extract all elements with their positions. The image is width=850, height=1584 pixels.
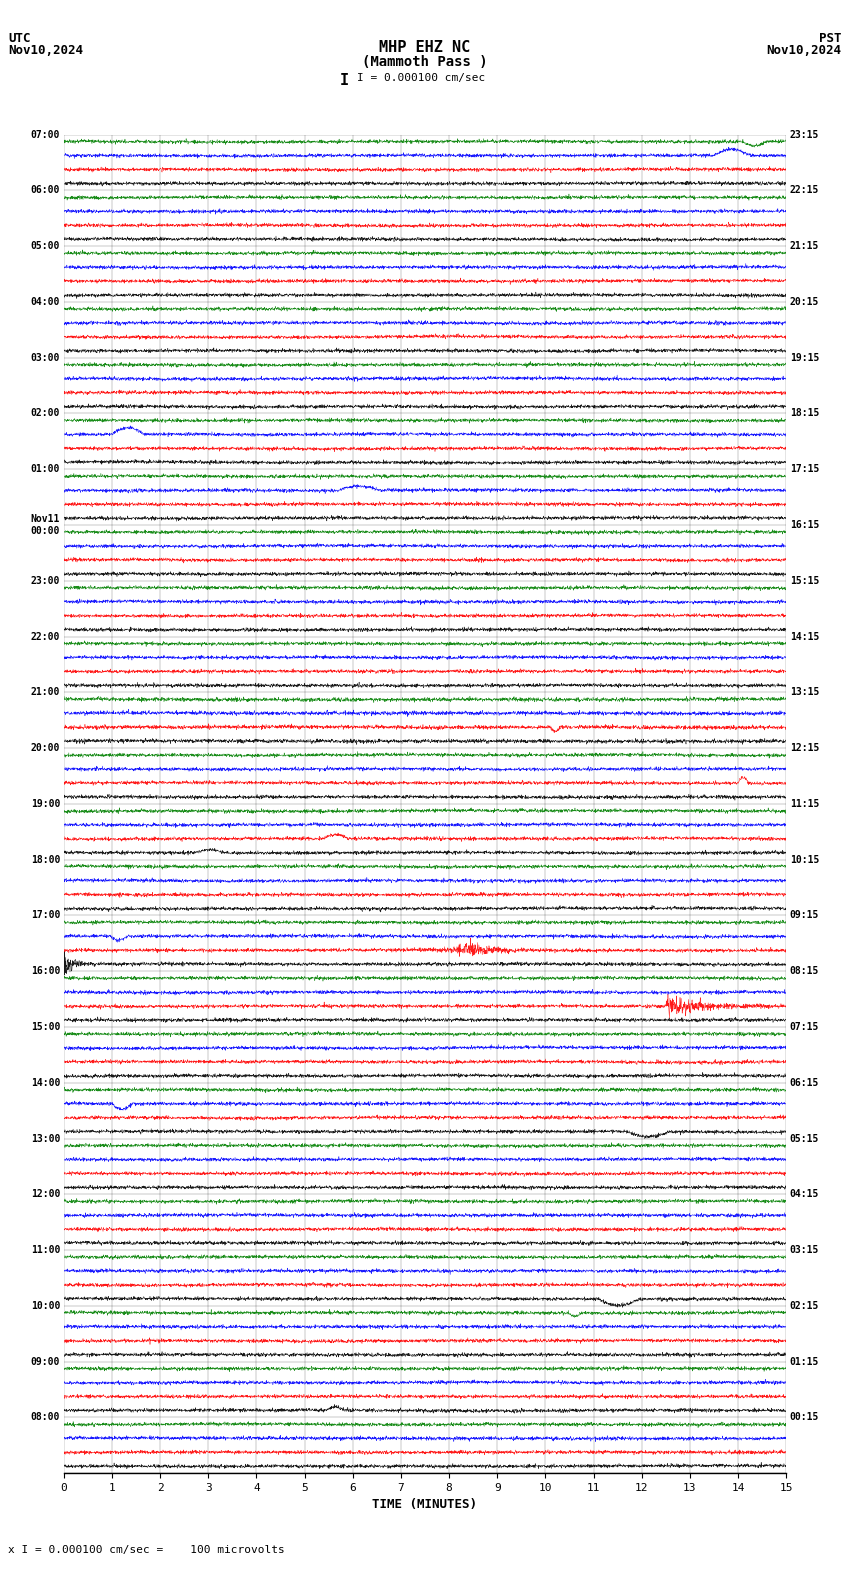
- Text: I: I: [340, 73, 348, 87]
- Text: UTC: UTC: [8, 32, 31, 44]
- Text: 23:00: 23:00: [31, 577, 60, 586]
- Text: 10:00: 10:00: [31, 1300, 60, 1312]
- Text: 21:15: 21:15: [790, 241, 819, 252]
- X-axis label: TIME (MINUTES): TIME (MINUTES): [372, 1498, 478, 1511]
- Text: 05:00: 05:00: [31, 241, 60, 252]
- Text: 07:15: 07:15: [790, 1022, 819, 1031]
- Text: 05:15: 05:15: [790, 1134, 819, 1144]
- Text: 17:00: 17:00: [31, 911, 60, 920]
- Text: 12:15: 12:15: [790, 743, 819, 752]
- Text: 15:15: 15:15: [790, 577, 819, 586]
- Text: 22:15: 22:15: [790, 185, 819, 195]
- Text: MHP EHZ NC: MHP EHZ NC: [379, 40, 471, 54]
- Text: 04:00: 04:00: [31, 296, 60, 307]
- Text: 20:00: 20:00: [31, 743, 60, 752]
- Text: 08:00: 08:00: [31, 1413, 60, 1422]
- Text: 16:15: 16:15: [790, 520, 819, 531]
- Text: 16:00: 16:00: [31, 966, 60, 976]
- Text: 02:15: 02:15: [790, 1300, 819, 1312]
- Text: 14:00: 14:00: [31, 1077, 60, 1088]
- Text: 06:15: 06:15: [790, 1077, 819, 1088]
- Text: Nov10,2024: Nov10,2024: [8, 44, 83, 57]
- Text: 20:15: 20:15: [790, 296, 819, 307]
- Text: 11:00: 11:00: [31, 1245, 60, 1255]
- Text: 13:00: 13:00: [31, 1134, 60, 1144]
- Text: 19:15: 19:15: [790, 353, 819, 363]
- Text: 13:15: 13:15: [790, 687, 819, 697]
- Text: 10:15: 10:15: [790, 855, 819, 865]
- Text: 21:00: 21:00: [31, 687, 60, 697]
- Text: Nov10,2024: Nov10,2024: [767, 44, 842, 57]
- Text: 09:15: 09:15: [790, 911, 819, 920]
- Text: PST: PST: [819, 32, 842, 44]
- Text: 22:00: 22:00: [31, 632, 60, 642]
- Text: 19:00: 19:00: [31, 798, 60, 809]
- Text: 02:00: 02:00: [31, 409, 60, 418]
- Text: I = 0.000100 cm/sec: I = 0.000100 cm/sec: [357, 73, 485, 82]
- Text: 03:00: 03:00: [31, 353, 60, 363]
- Text: 12:00: 12:00: [31, 1190, 60, 1199]
- Text: 01:00: 01:00: [31, 464, 60, 474]
- Text: 18:15: 18:15: [790, 409, 819, 418]
- Text: 04:15: 04:15: [790, 1190, 819, 1199]
- Text: 06:00: 06:00: [31, 185, 60, 195]
- Text: 07:00: 07:00: [31, 130, 60, 139]
- Text: 03:15: 03:15: [790, 1245, 819, 1255]
- Text: 14:15: 14:15: [790, 632, 819, 642]
- Text: x I = 0.000100 cm/sec =    100 microvolts: x I = 0.000100 cm/sec = 100 microvolts: [8, 1546, 286, 1555]
- Text: (Mammoth Pass ): (Mammoth Pass ): [362, 55, 488, 70]
- Text: 23:15: 23:15: [790, 130, 819, 139]
- Text: 00:15: 00:15: [790, 1413, 819, 1422]
- Text: 09:00: 09:00: [31, 1356, 60, 1367]
- Text: 01:15: 01:15: [790, 1356, 819, 1367]
- Text: 17:15: 17:15: [790, 464, 819, 474]
- Text: 15:00: 15:00: [31, 1022, 60, 1031]
- Text: 11:15: 11:15: [790, 798, 819, 809]
- Text: Nov11
00:00: Nov11 00:00: [31, 515, 60, 535]
- Text: 08:15: 08:15: [790, 966, 819, 976]
- Text: 18:00: 18:00: [31, 855, 60, 865]
